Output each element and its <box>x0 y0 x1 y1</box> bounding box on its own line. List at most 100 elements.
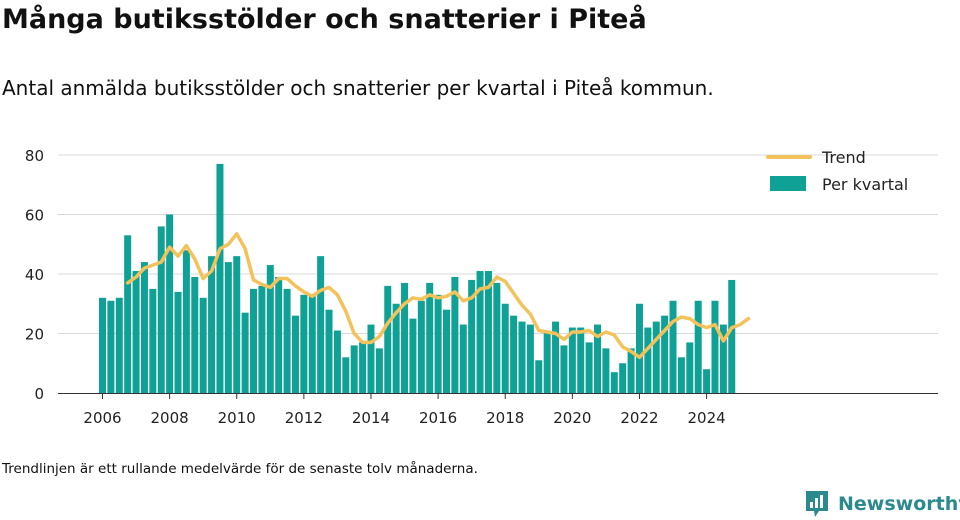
bar <box>266 265 274 393</box>
bar <box>711 300 719 393</box>
bar <box>417 300 425 393</box>
bar <box>619 363 627 393</box>
bar <box>602 348 610 393</box>
bar <box>535 360 543 393</box>
chart-subtitle: Antal anmälda butiksstölder och snatteri… <box>2 76 714 100</box>
bar <box>99 297 106 393</box>
x-tick-label: 2006 <box>83 409 121 427</box>
bar <box>258 285 266 393</box>
x-tick-label: 2008 <box>151 409 189 427</box>
axis-layer: 0 20 40 60 80 2006 2008 2010 2012 2014 2016 2018 202… <box>25 147 938 427</box>
bar <box>342 357 350 393</box>
bar <box>291 315 299 393</box>
newsworthy-logo[interactable]: Newsworthy <box>804 489 960 519</box>
bar <box>409 318 417 393</box>
legend-trend-label: Trend <box>821 148 866 167</box>
bar <box>669 300 677 393</box>
bar <box>728 279 736 393</box>
y-tick-label: 40 <box>25 266 44 284</box>
x-tick-label: 2024 <box>687 409 725 427</box>
bar <box>442 309 450 393</box>
bar <box>560 345 568 393</box>
bar <box>317 256 325 393</box>
x-tick-label: 2014 <box>352 409 390 427</box>
bar <box>552 321 560 393</box>
bar <box>283 288 291 393</box>
bar <box>484 271 492 393</box>
x-tick-label: 2012 <box>285 409 323 427</box>
bar <box>333 330 341 393</box>
bar <box>719 324 727 393</box>
bar <box>518 321 526 393</box>
bar <box>694 300 702 393</box>
brand-name: Newsworthy <box>838 493 960 515</box>
bar <box>224 262 232 393</box>
bar <box>703 369 711 393</box>
bar <box>350 345 358 393</box>
x-tick-label: 2020 <box>553 409 591 427</box>
bars-layer <box>99 163 736 393</box>
bar <box>459 324 467 393</box>
x-tick-label: 2016 <box>419 409 457 427</box>
y-tick-label: 20 <box>25 326 44 344</box>
legend-bar-swatch <box>770 176 806 191</box>
bar <box>501 303 509 393</box>
bar <box>166 214 174 393</box>
bar <box>115 297 123 393</box>
bar <box>635 303 643 393</box>
bar <box>233 256 241 393</box>
trend-line <box>125 232 751 360</box>
y-tick-label: 80 <box>25 147 44 165</box>
y-tick-label: 0 <box>34 385 44 403</box>
x-tick-label: 2018 <box>486 409 524 427</box>
bar <box>652 321 660 393</box>
bar <box>401 282 409 393</box>
bar <box>468 279 476 393</box>
bar <box>677 357 685 393</box>
bar <box>149 288 157 393</box>
bar <box>375 348 383 393</box>
bar <box>140 262 148 393</box>
bar <box>216 163 224 393</box>
bar <box>568 327 576 393</box>
bar <box>610 372 618 393</box>
bar <box>208 256 216 393</box>
trend-layer <box>125 232 751 360</box>
bar <box>392 303 400 393</box>
bar <box>174 291 182 393</box>
bar <box>543 330 551 393</box>
bar <box>627 348 635 393</box>
legend: Trend Per kvartal <box>766 148 908 194</box>
chart-title: Många butiksstölder och snatterier i Pit… <box>2 4 647 35</box>
bar <box>359 342 367 393</box>
bar <box>107 300 115 393</box>
bar <box>182 250 190 393</box>
bar <box>300 294 308 393</box>
bar <box>526 324 534 393</box>
bar <box>132 271 140 393</box>
bar <box>250 288 258 393</box>
bar <box>308 294 316 393</box>
bar <box>476 271 484 393</box>
bar <box>384 285 392 393</box>
bar <box>493 282 501 393</box>
footnote: Trendlinjen är ett rullande medelvärde f… <box>2 461 478 477</box>
legend-bar-label: Per kvartal <box>822 175 908 194</box>
bar <box>510 315 518 393</box>
bar <box>199 297 207 393</box>
bar <box>426 282 434 393</box>
x-tick-label: 2010 <box>218 409 256 427</box>
bar <box>686 342 694 393</box>
chart: 0 20 40 60 80 2006 2008 2010 2012 2014 2016 2018 202… <box>25 147 938 427</box>
bar <box>241 312 249 393</box>
x-tick-label: 2022 <box>620 409 658 427</box>
bar <box>594 324 602 393</box>
bar <box>367 324 375 393</box>
bar <box>451 276 459 393</box>
bar <box>325 309 333 393</box>
y-tick-label: 60 <box>25 207 44 225</box>
bar <box>644 327 652 393</box>
bar <box>157 226 165 393</box>
bar-chart-icon <box>806 491 828 517</box>
bar <box>124 235 132 393</box>
